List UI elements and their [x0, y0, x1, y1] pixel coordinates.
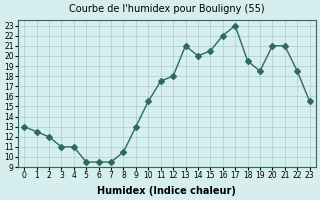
Title: Courbe de l'humidex pour Bouligny (55): Courbe de l'humidex pour Bouligny (55) [69, 4, 265, 14]
X-axis label: Humidex (Indice chaleur): Humidex (Indice chaleur) [98, 186, 236, 196]
